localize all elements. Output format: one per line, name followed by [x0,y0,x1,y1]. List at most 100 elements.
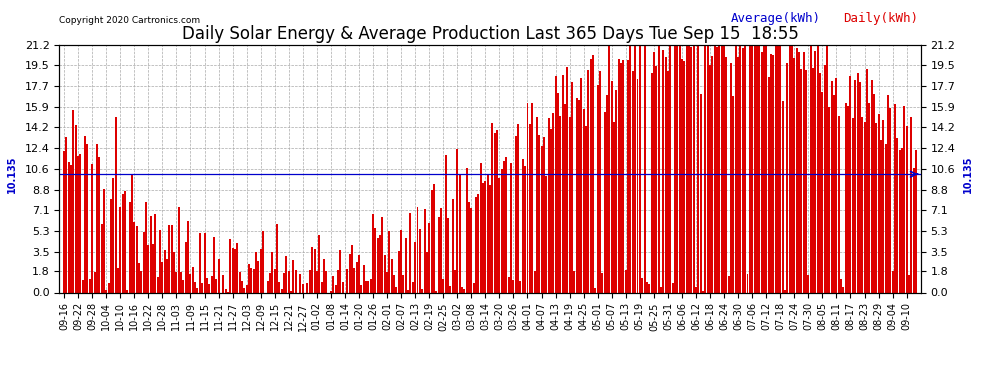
Bar [748,42,750,292]
Bar [145,202,147,292]
Bar [374,228,376,292]
Bar [163,250,165,292]
Bar [796,48,798,292]
Bar [728,276,730,292]
Bar [887,95,889,292]
Bar [695,288,697,292]
Bar [395,287,397,292]
Bar [686,44,688,292]
Bar [273,269,276,292]
Bar [549,129,551,292]
Bar [131,174,133,292]
Bar [877,114,879,292]
Bar [861,117,863,292]
Bar [774,42,776,292]
Bar [407,290,409,292]
Bar [644,42,645,292]
Bar [86,144,88,292]
Bar [645,282,647,292]
Bar [859,82,861,292]
Bar [463,289,465,292]
Bar [620,63,622,292]
Bar [281,289,283,292]
Bar [805,70,807,292]
Bar [168,225,170,292]
Bar [252,268,254,292]
Bar [786,63,788,292]
Bar [541,146,543,292]
Bar [421,289,423,292]
Bar [632,71,634,292]
Bar [735,42,737,292]
Bar [318,235,320,292]
Bar [594,288,596,292]
Bar [388,231,390,292]
Bar [379,235,381,292]
Bar [819,73,821,292]
Bar [520,281,522,292]
Bar [793,58,795,292]
Bar [323,259,325,292]
Text: Copyright 2020 Cartronics.com: Copyright 2020 Cartronics.com [59,16,201,25]
Bar [648,284,650,292]
Bar [70,165,72,292]
Bar [398,251,400,292]
Bar [517,124,519,292]
Bar [445,156,446,292]
Bar [503,161,505,292]
Bar [625,270,627,292]
Bar [234,249,236,292]
Bar [136,226,138,292]
Bar [756,42,758,292]
Bar [765,42,767,292]
Bar [152,244,154,292]
Bar [340,250,342,292]
Bar [868,103,870,292]
Bar [613,122,615,292]
Bar [657,42,659,292]
Bar [96,144,98,292]
Bar [166,260,168,292]
Bar [664,57,666,292]
Bar [465,168,467,292]
Bar [426,252,428,292]
Bar [566,67,568,292]
Bar [105,290,107,292]
Bar [381,216,383,292]
Bar [772,54,774,292]
Bar [424,209,426,292]
Bar [738,57,740,292]
Bar [763,42,765,292]
Bar [669,42,671,292]
Bar [808,274,810,292]
Bar [208,284,210,292]
Bar [124,192,126,292]
Bar [590,59,592,292]
Bar [403,274,405,292]
Bar [803,53,805,292]
Bar [367,281,369,292]
Bar [571,82,573,292]
Bar [875,123,877,292]
Bar [138,263,140,292]
Bar [412,282,414,292]
Bar [829,108,831,292]
Bar [262,231,264,292]
Bar [337,270,339,292]
Bar [882,120,884,292]
Bar [178,207,180,292]
Bar [330,291,332,292]
Bar [554,76,556,292]
Bar [119,207,121,292]
Bar [494,133,496,292]
Bar [431,189,433,292]
Bar [559,116,561,292]
Bar [822,92,824,292]
Bar [175,272,177,292]
Bar [913,168,915,292]
Bar [161,261,163,292]
Bar [446,218,448,292]
Bar [681,59,683,292]
Bar [482,183,484,292]
Bar [93,272,95,292]
